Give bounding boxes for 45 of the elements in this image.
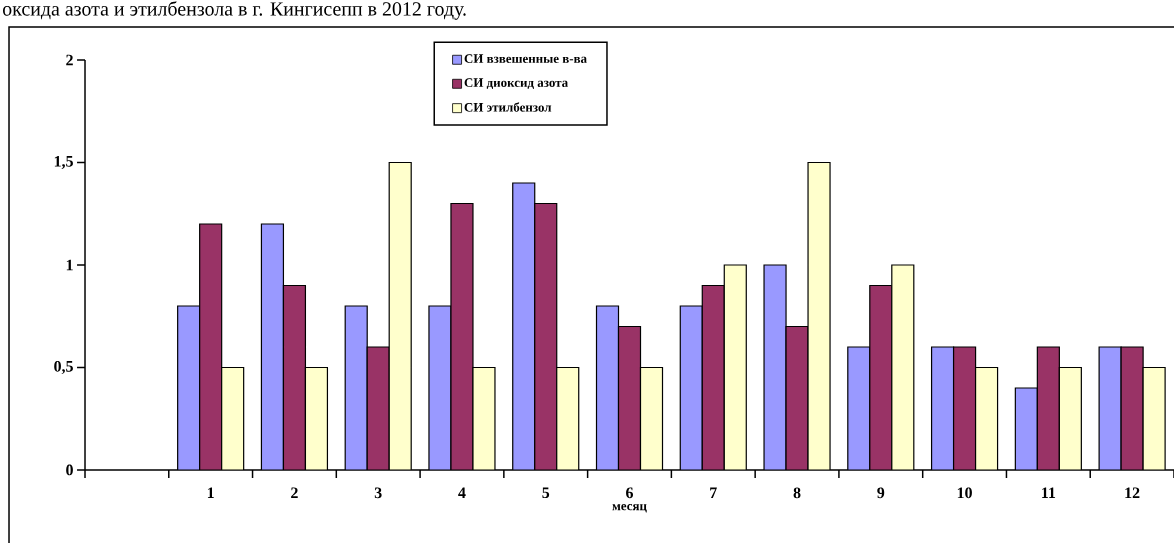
- bar: [366, 346, 390, 470]
- x-tick-label: 11: [1042, 487, 1056, 498]
- x-tick-label: 10: [957, 487, 972, 499]
- bar: [1036, 346, 1060, 470]
- bar: [723, 264, 747, 470]
- bar: [807, 161, 831, 470]
- bar: [952, 346, 977, 470]
- x-tick-label: 8: [793, 487, 801, 499]
- x-axis-title: месяц: [612, 504, 647, 513]
- bar: [1058, 366, 1082, 470]
- y-tick-label: 0,5: [54, 360, 73, 375]
- x-tick-label: 6: [626, 487, 634, 499]
- x-tick-label: 3: [374, 487, 382, 499]
- bar: [891, 264, 915, 470]
- y-tick-label: 1,5: [54, 156, 73, 169]
- bar: [869, 284, 893, 470]
- y-tick-label: 2: [66, 54, 73, 66]
- bar: [221, 366, 245, 470]
- bar: [282, 284, 307, 470]
- x-tick-label: 7: [710, 487, 717, 498]
- legend-label: СИ диоксид азота: [464, 78, 568, 90]
- bar: [556, 366, 580, 470]
- bar: [785, 325, 809, 470]
- bar: [388, 161, 412, 470]
- legend-label: СИ взвешенные в-ва: [464, 54, 587, 63]
- bar: [617, 325, 642, 470]
- bar: [701, 284, 725, 470]
- x-tick-label: 12: [1125, 487, 1140, 499]
- bar: [534, 202, 558, 470]
- bar: [974, 366, 999, 470]
- bar: [304, 366, 329, 470]
- bar: [450, 202, 474, 470]
- x-tick-label: 2: [291, 487, 298, 499]
- y-tick-label: 0: [66, 464, 73, 476]
- legend-label: СИ этилбензол: [464, 102, 552, 112]
- bar: [472, 366, 496, 470]
- x-tick-label: 5: [542, 487, 550, 499]
- bar: [639, 366, 664, 470]
- bar: [1142, 366, 1166, 470]
- y-tick-label: 1: [66, 259, 73, 271]
- x-tick-label: 4: [458, 487, 466, 498]
- x-tick-label: 9: [877, 487, 885, 499]
- bar: [199, 223, 223, 470]
- chart-title: оксида азота и этилбензола в г. Кингисепп в 2012 году.: [2, 1, 466, 20]
- x-tick-label: 1: [207, 487, 214, 498]
